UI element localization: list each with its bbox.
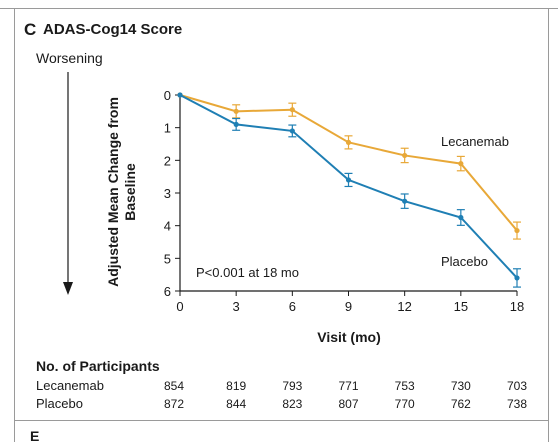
data-point-placebo (345, 177, 352, 183)
x-tick-label: 6 (289, 299, 296, 314)
worsening-label: Worsening (36, 50, 103, 66)
panel-letter: C (24, 20, 37, 39)
participants-count: 823 (282, 397, 303, 411)
data-point-placebo (233, 121, 239, 127)
chart-series: Lecanemab Placebo (177, 92, 521, 288)
frame-right-border (548, 8, 549, 442)
x-tick-label: 9 (345, 299, 352, 314)
y-tick-label: 3 (164, 186, 171, 201)
participants-count: 738 (506, 397, 528, 411)
data-point-placebo (402, 198, 408, 204)
y-tick-label: 2 (164, 153, 171, 168)
participants-count: 844 (226, 397, 247, 411)
participants-count: 872 (163, 397, 185, 411)
data-point-lecanemab (233, 108, 239, 114)
y-axis-label-line2: Baseline (122, 163, 138, 221)
x-axis-label: Visit (mo) (317, 329, 381, 345)
legend-label-placebo: Placebo (441, 254, 488, 269)
data-point-lecanemab (402, 152, 408, 159)
participants-count: 730 (450, 379, 471, 393)
participants-count: 771 (338, 379, 359, 393)
data-point-lecanemab (345, 139, 352, 145)
frame-bottom-border (14, 420, 548, 421)
participants-count: 807 (338, 397, 359, 411)
next-panel-letter: E (30, 428, 40, 444)
p-value-annotation: P<0.001 at 18 mo (196, 265, 299, 280)
participants-title: No. of Participants (36, 358, 160, 374)
series-line-lecanemab (179, 94, 518, 232)
participants-row-label: Lecanemab (36, 378, 104, 393)
y-axis-label: Adjusted Mean Change from Baseline (105, 97, 138, 287)
data-point-lecanemab (289, 107, 295, 113)
chart-title: ADAS-Cog14 Score (43, 21, 183, 38)
y-tick-label: 1 (164, 121, 171, 136)
frame-top-border (0, 8, 558, 9)
participants-count: 753 (394, 379, 415, 393)
participants-count: 854 (163, 379, 185, 393)
data-point-placebo (177, 92, 183, 98)
worsening-arrow-head (63, 282, 73, 295)
y-tick-label: 0 (164, 88, 171, 103)
legend-label-lecanemab: Lecanemab (441, 134, 509, 149)
y-axis-label-line1: Adjusted Mean Change from (105, 97, 121, 287)
x-tick-label: 0 (176, 299, 183, 314)
participants-count: 703 (506, 379, 528, 393)
data-point-placebo (458, 214, 464, 221)
data-point-placebo (289, 128, 295, 134)
data-point-lecanemab (458, 161, 464, 167)
participants-count: 762 (450, 397, 471, 411)
y-tick-label: 4 (164, 219, 171, 234)
y-tick-label: 6 (164, 284, 171, 299)
x-tick-label: 12 (397, 299, 411, 314)
frame-left-border (14, 8, 15, 442)
y-tick-label: 5 (164, 251, 171, 266)
data-point-placebo (514, 275, 520, 281)
participants-count: 793 (282, 379, 303, 393)
participants-count: 819 (226, 379, 247, 393)
participants-count: 770 (394, 397, 415, 411)
x-tick-label: 18 (510, 299, 524, 314)
y-axis-label-group: Adjusted Mean Change from Baseline (105, 97, 138, 287)
x-tick-label: 3 (233, 299, 240, 314)
participants-row-label: Placebo (36, 396, 83, 411)
data-point-lecanemab (514, 227, 520, 234)
x-tick-label: 15 (454, 299, 468, 314)
